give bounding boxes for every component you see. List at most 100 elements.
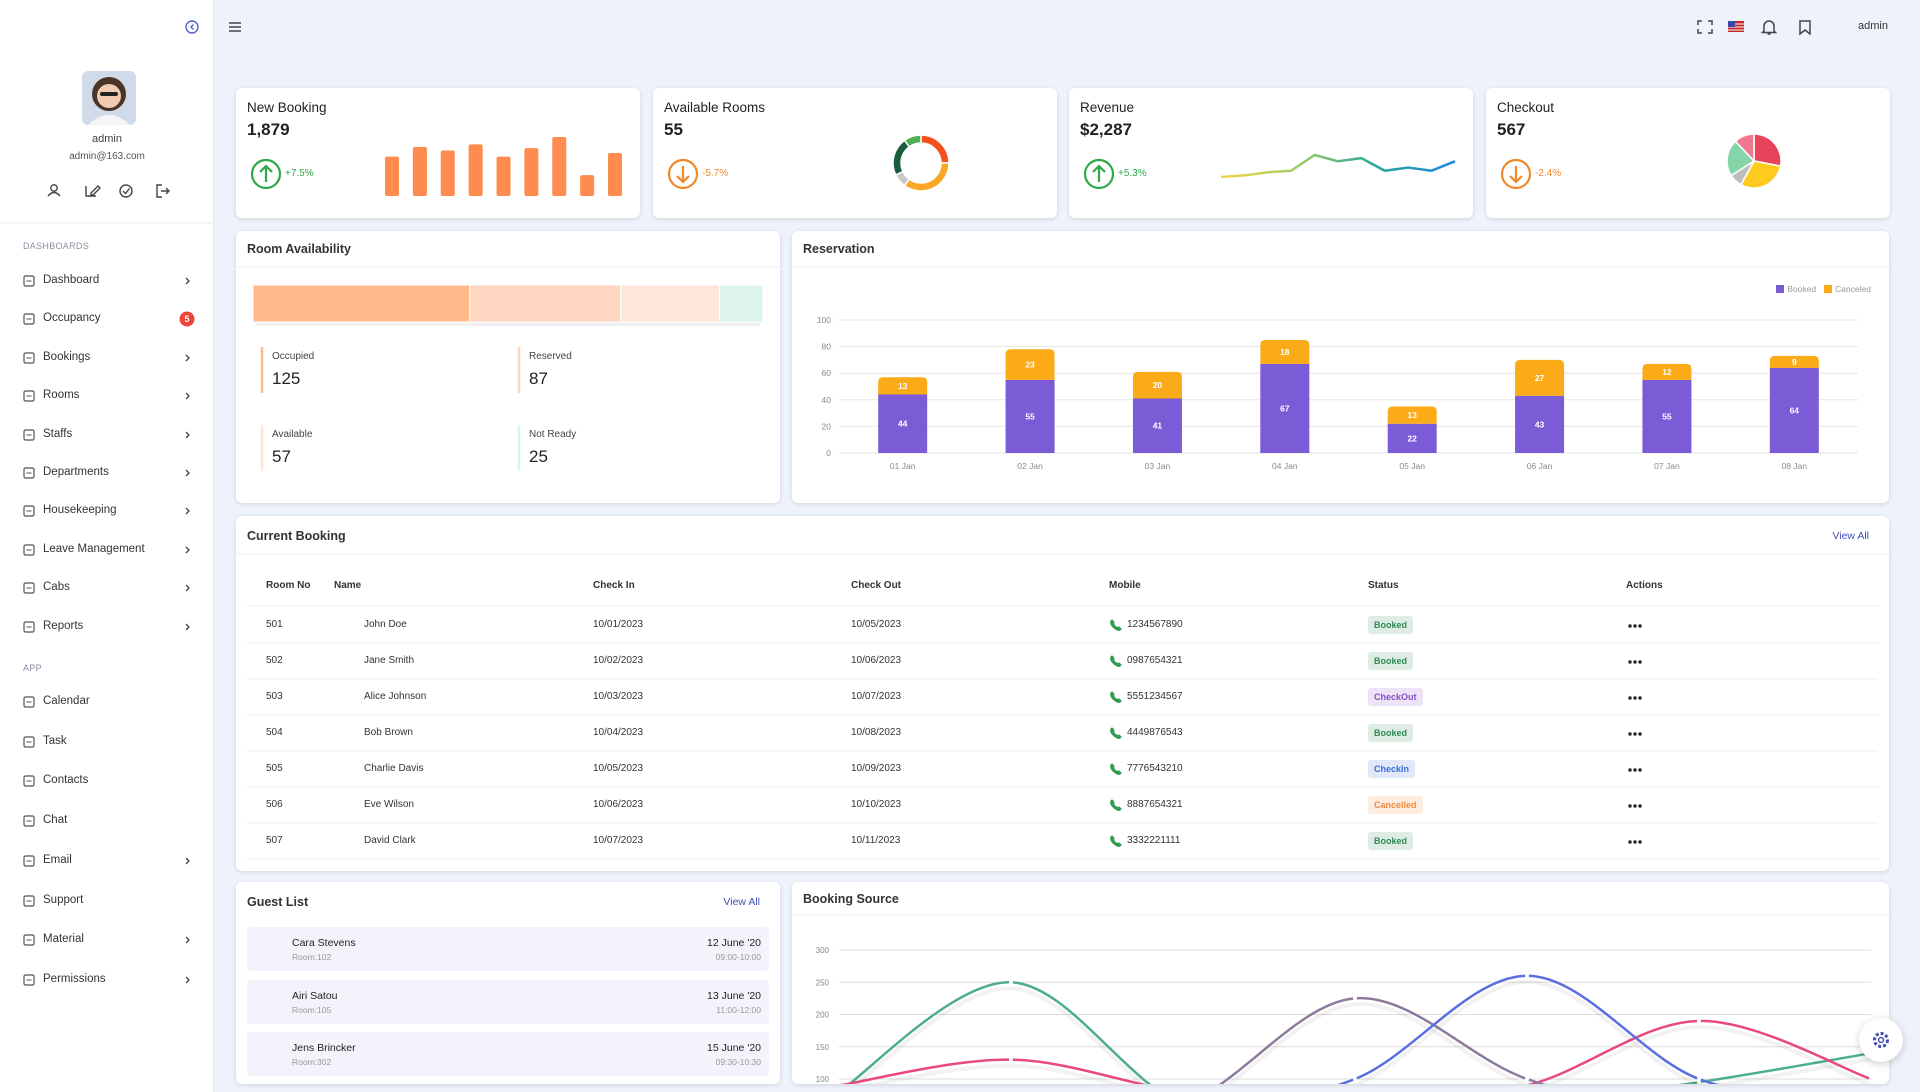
menu-button[interactable]: [229, 22, 241, 32]
nav-icon: [23, 467, 35, 479]
cell-room: 505: [266, 763, 283, 774]
y-tick-label: 200: [816, 1011, 830, 1020]
collapse-button[interactable]: [185, 20, 199, 34]
actions-button[interactable]: [1625, 689, 1645, 707]
bar-segment: [1769, 355, 1819, 368]
cell-name: Eve Wilson: [364, 799, 415, 810]
legend-item[interactable]: Canceled: [1824, 284, 1871, 294]
view-all-link[interactable]: View All: [723, 896, 760, 908]
x-tick-label: 06 Jan: [1527, 461, 1553, 471]
y-tick-label: 100: [817, 315, 831, 325]
cell-room: 502: [266, 655, 283, 666]
nav-arrow: [185, 469, 190, 477]
availability-segment: [620, 284, 721, 323]
actions-button[interactable]: [1625, 653, 1645, 671]
bar-segment: [1132, 398, 1182, 453]
actions-button[interactable]: [1625, 833, 1645, 851]
donut-segment: [903, 134, 922, 148]
actions-button[interactable]: [1625, 761, 1645, 779]
data-label: 13: [1407, 410, 1417, 420]
trend-icon: [250, 158, 282, 190]
sidebar: admin admin@163.com DASHBOARDS Dashboard Occ…: [0, 0, 214, 1092]
avatar-body: [258, 1062, 280, 1067]
nav-item[interactable]: Email: [0, 844, 214, 878]
actions-button[interactable]: [1625, 617, 1645, 635]
cell-mobile: 0987654321: [1127, 655, 1183, 666]
nav-item[interactable]: Housekeeping: [0, 494, 214, 528]
data-label: 12: [1662, 367, 1672, 377]
reservation-card: Reservation 0 20 40 60 80 100 01 Jan 44 13 02 Jan 5…: [792, 231, 1889, 503]
nav-item[interactable]: Chat: [0, 804, 214, 838]
nav-item[interactable]: Task: [0, 725, 214, 759]
nav-item[interactable]: Contacts: [0, 764, 214, 798]
item-label: Available: [272, 429, 313, 440]
nav-item[interactable]: Staffs: [0, 418, 214, 452]
nav-label: Support: [43, 893, 84, 906]
nav-label: Occupancy: [43, 312, 101, 325]
guest-row: Cara Stevens Room:102 12 June '20 09:00-10:…: [247, 927, 769, 971]
header-user[interactable]: admin: [1858, 20, 1888, 32]
nav-icon: [23, 696, 35, 708]
guest-name: Airi Satou: [292, 989, 338, 1002]
legend-item[interactable]: Booked: [1776, 284, 1816, 294]
nav-arrow: [185, 507, 190, 515]
graphic: [23, 815, 35, 827]
cell-check-out: 10/06/2023: [851, 655, 902, 666]
current-booking-card: Current Booking View All Room No Name Check …: [236, 516, 1889, 871]
cell-name: Charlie Davis: [364, 763, 424, 774]
graphic: [229, 20, 1811, 36]
data-label: 44: [898, 419, 908, 429]
action-dot: [1638, 804, 1642, 808]
actions-button[interactable]: [1625, 725, 1645, 743]
view-all-link[interactable]: View All: [1832, 530, 1869, 542]
phone-icon: [1110, 727, 1122, 739]
trend-arrow: [259, 164, 273, 182]
status-badge: CheckOut: [1368, 688, 1423, 706]
nav-item[interactable]: Material: [0, 923, 214, 957]
nav-label: Permissions: [43, 972, 106, 985]
settings-button[interactable]: [1859, 1018, 1903, 1062]
edit-icon: [85, 185, 101, 197]
nav-item[interactable]: Departments: [0, 456, 214, 490]
nav-item[interactable]: Rooms: [0, 379, 214, 413]
nav-item[interactable]: Leave Management: [0, 533, 214, 567]
line-series: [1218, 997, 1546, 1084]
column-header: Name: [334, 580, 362, 591]
avatar-face: [340, 656, 350, 665]
phone-icon: [1110, 619, 1122, 631]
nav-item[interactable]: Calendar: [0, 685, 214, 719]
graphic: [23, 467, 190, 479]
nav-icon: [23, 390, 35, 402]
graphic: [23, 775, 35, 787]
nav-arrow: [185, 546, 190, 554]
card-title: Guest List: [247, 895, 309, 909]
cell-check-in: 10/04/2023: [593, 727, 644, 738]
donut-segment: [920, 134, 950, 164]
nav-item[interactable]: Dashboard: [0, 264, 214, 298]
cell-check-out: 10/05/2023: [851, 619, 902, 630]
cell-name: Bob Brown: [364, 727, 413, 738]
trend-arrow: [676, 166, 690, 184]
item-label: Not Ready: [529, 429, 577, 440]
action-dot: [1633, 732, 1637, 736]
nav-item[interactable]: Bookings: [0, 341, 214, 375]
bar-segment: [1642, 363, 1692, 380]
data-label: 43: [1535, 419, 1545, 429]
nav-item[interactable]: Support: [0, 884, 214, 918]
graphic: [23, 934, 190, 946]
nav-label: Rooms: [43, 389, 80, 402]
nav-item[interactable]: Permissions: [0, 963, 214, 997]
nav-item[interactable]: Reports: [0, 610, 214, 644]
action-dot: [1638, 768, 1642, 772]
cell-mobile: 1234567890: [1127, 619, 1183, 630]
guest-date: 13 June '20: [707, 989, 761, 1002]
cell-room: 501: [266, 619, 283, 630]
nav-item[interactable]: Occupancy 5: [0, 302, 214, 336]
nav-item[interactable]: Cabs: [0, 571, 214, 605]
check-icon: [119, 184, 133, 198]
data-label: 41: [1153, 421, 1163, 431]
graphic: [23, 275, 190, 287]
graphic: [236, 266, 780, 471]
line-point: [1697, 1080, 1701, 1084]
actions-button[interactable]: [1625, 797, 1645, 815]
